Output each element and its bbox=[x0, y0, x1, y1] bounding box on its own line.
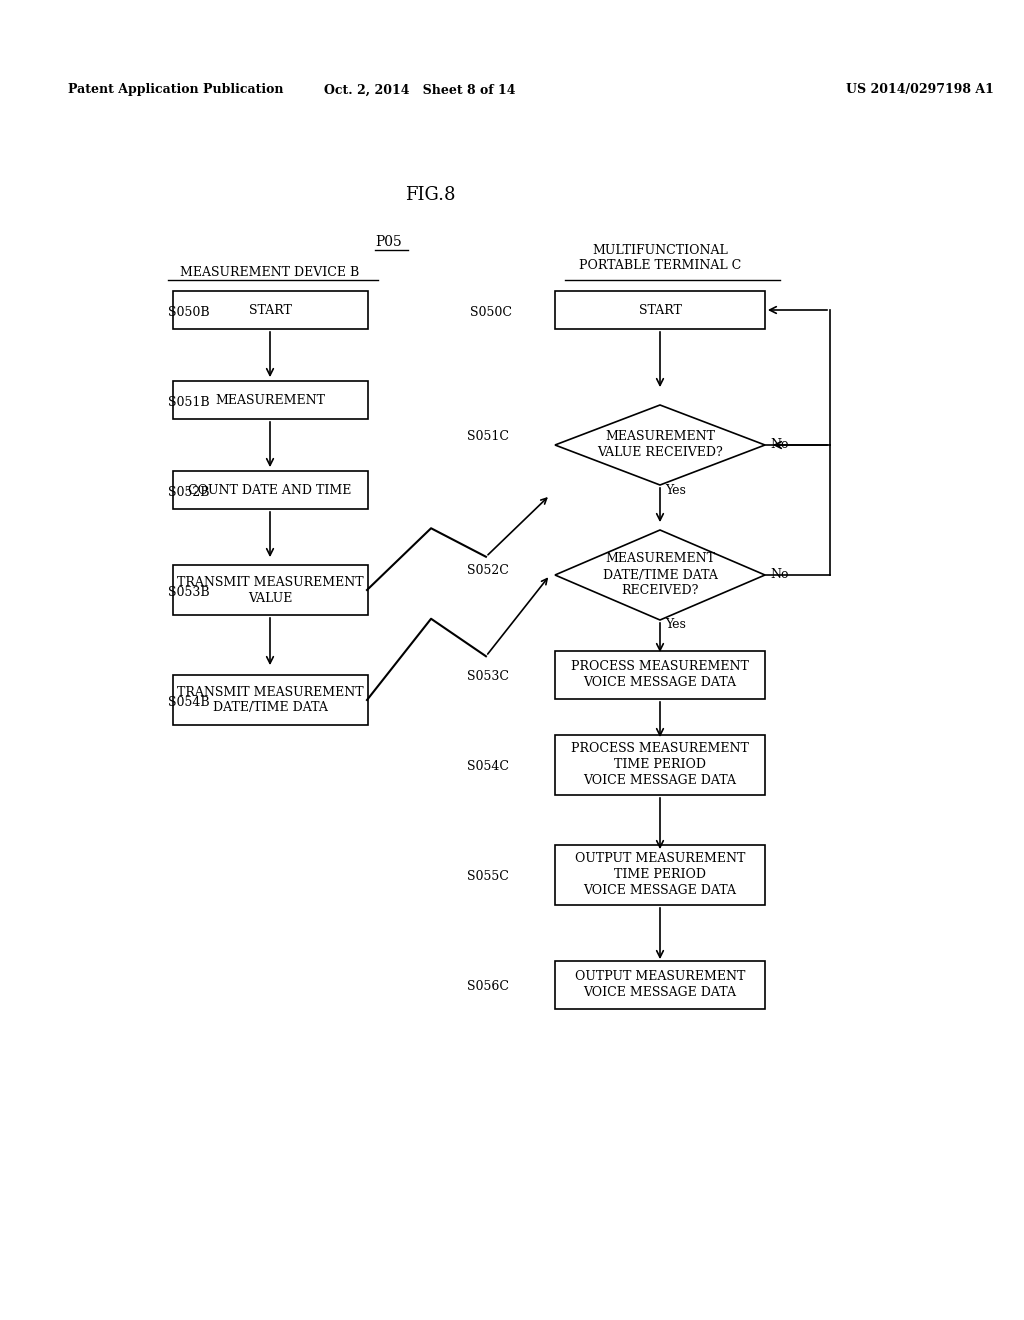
Text: S052C: S052C bbox=[467, 564, 509, 577]
Text: TRANSMIT MEASUREMENT
VALUE: TRANSMIT MEASUREMENT VALUE bbox=[177, 576, 364, 605]
Polygon shape bbox=[555, 531, 765, 620]
Polygon shape bbox=[555, 405, 765, 484]
Text: MEASUREMENT
VALUE RECEIVED?: MEASUREMENT VALUE RECEIVED? bbox=[597, 430, 723, 459]
Text: S050B: S050B bbox=[168, 305, 210, 318]
Text: PROCESS MEASUREMENT
VOICE MESSAGE DATA: PROCESS MEASUREMENT VOICE MESSAGE DATA bbox=[571, 660, 749, 689]
Text: Oct. 2, 2014   Sheet 8 of 14: Oct. 2, 2014 Sheet 8 of 14 bbox=[325, 83, 516, 96]
Text: S054C: S054C bbox=[467, 760, 509, 774]
Text: S053C: S053C bbox=[467, 671, 509, 684]
Bar bbox=[555, 735, 765, 795]
Text: S050C: S050C bbox=[470, 305, 512, 318]
Text: No: No bbox=[770, 438, 788, 451]
Bar bbox=[555, 651, 765, 700]
Text: Yes: Yes bbox=[665, 483, 686, 496]
Bar bbox=[555, 845, 765, 906]
Text: Patent Application Publication: Patent Application Publication bbox=[68, 83, 284, 96]
Text: S053B: S053B bbox=[168, 586, 210, 598]
Text: MEASUREMENT
DATE/TIME DATA
RECEIVED?: MEASUREMENT DATE/TIME DATA RECEIVED? bbox=[602, 553, 718, 598]
Text: No: No bbox=[770, 569, 788, 582]
Text: FIG.8: FIG.8 bbox=[404, 186, 456, 205]
Text: S056C: S056C bbox=[467, 981, 509, 994]
Bar bbox=[172, 290, 368, 329]
Bar bbox=[555, 961, 765, 1008]
Text: S051C: S051C bbox=[467, 430, 509, 444]
Text: OUTPUT MEASUREMENT
TIME PERIOD
VOICE MESSAGE DATA: OUTPUT MEASUREMENT TIME PERIOD VOICE MES… bbox=[574, 853, 745, 898]
Text: Yes: Yes bbox=[665, 619, 686, 631]
Text: MEASUREMENT: MEASUREMENT bbox=[215, 393, 325, 407]
Bar bbox=[172, 675, 368, 725]
Text: US 2014/0297198 A1: US 2014/0297198 A1 bbox=[846, 83, 994, 96]
Text: P05: P05 bbox=[375, 235, 401, 249]
Bar bbox=[172, 565, 368, 615]
Text: MULTIFUNCTIONAL
PORTABLE TERMINAL C: MULTIFUNCTIONAL PORTABLE TERMINAL C bbox=[579, 244, 741, 272]
Bar bbox=[172, 381, 368, 418]
Text: MEASUREMENT DEVICE B: MEASUREMENT DEVICE B bbox=[180, 265, 359, 279]
Text: S051B: S051B bbox=[168, 396, 210, 408]
Text: TRANSMIT MEASUREMENT
DATE/TIME DATA: TRANSMIT MEASUREMENT DATE/TIME DATA bbox=[177, 685, 364, 714]
Text: OUTPUT MEASUREMENT
VOICE MESSAGE DATA: OUTPUT MEASUREMENT VOICE MESSAGE DATA bbox=[574, 970, 745, 999]
Text: COUNT DATE AND TIME: COUNT DATE AND TIME bbox=[188, 483, 351, 496]
Text: S052B: S052B bbox=[168, 486, 210, 499]
Text: START: START bbox=[639, 304, 681, 317]
Text: S054B: S054B bbox=[168, 696, 210, 709]
Bar bbox=[172, 471, 368, 510]
Bar bbox=[555, 290, 765, 329]
Text: PROCESS MEASUREMENT
TIME PERIOD
VOICE MESSAGE DATA: PROCESS MEASUREMENT TIME PERIOD VOICE ME… bbox=[571, 742, 749, 788]
Text: S055C: S055C bbox=[467, 870, 509, 883]
Text: START: START bbox=[249, 304, 292, 317]
